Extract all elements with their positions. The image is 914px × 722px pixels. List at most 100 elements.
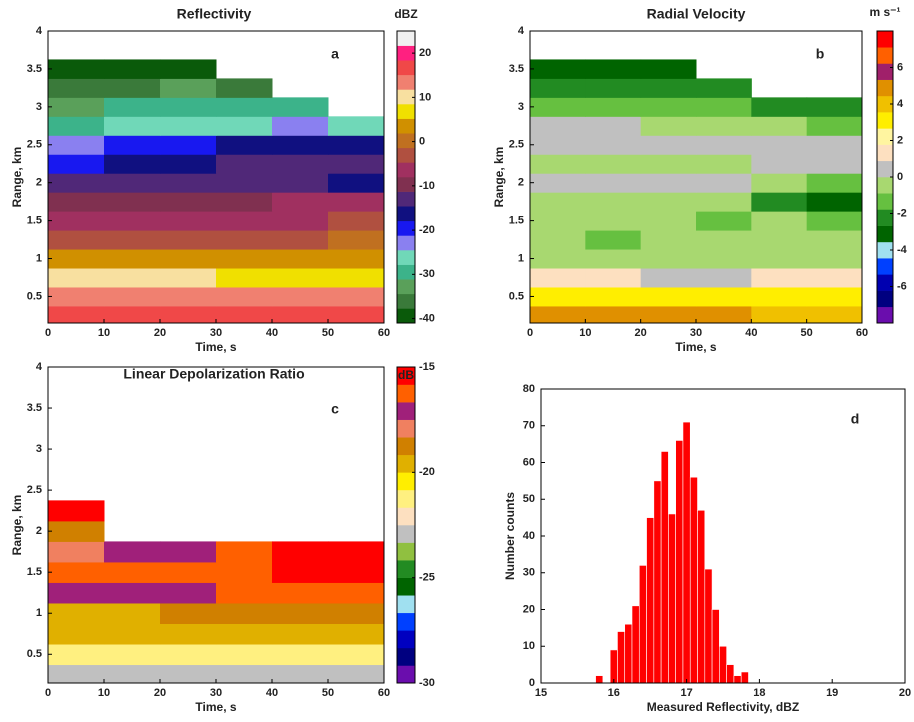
histogram-bar (726, 664, 735, 684)
colorbar-swatch (397, 45, 415, 61)
field-cell (328, 623, 385, 645)
x-tick-label: 50 (322, 327, 334, 339)
field-cell (216, 286, 273, 307)
field-cell (104, 135, 161, 155)
colorbar-tick-label: 6 (897, 61, 903, 73)
field-cell (272, 154, 329, 174)
colorbar-swatch (397, 118, 415, 134)
x-tick-label: 20 (635, 327, 647, 339)
colorbar-swatch (397, 542, 415, 561)
colorbar-swatch (877, 63, 893, 80)
field-cell (530, 116, 586, 136)
colorbar-swatch (397, 279, 415, 295)
field-cell (640, 135, 697, 155)
field-cell (48, 173, 105, 193)
field-cell (328, 582, 385, 604)
field-cell (585, 154, 642, 174)
histogram-bar (668, 513, 676, 684)
field-cell (640, 230, 697, 250)
field-cell (585, 230, 642, 250)
field-cell (806, 211, 863, 231)
colorbar-swatch (877, 128, 893, 145)
field-cell (104, 116, 161, 136)
y-tick-label: 1 (518, 252, 524, 264)
field-cell (640, 97, 697, 117)
field-cell (328, 173, 385, 193)
field-cell (160, 541, 217, 563)
colorbar-swatch (397, 489, 415, 508)
field-cell (160, 268, 217, 288)
colorbar-swatch (877, 258, 893, 275)
field-cell (104, 59, 161, 79)
colorbar-swatch (877, 95, 893, 113)
field-cell (160, 173, 217, 193)
x-tick-label: 60 (378, 327, 390, 339)
colorbar-swatch (877, 193, 893, 210)
y-tick-label: 10 (523, 640, 535, 652)
field-cell (160, 602, 217, 624)
field-cell (104, 305, 161, 324)
x-tick-label: 30 (210, 327, 222, 339)
colorbar-swatch (397, 402, 415, 420)
colorbar-swatch (397, 206, 415, 222)
field-cell (216, 602, 273, 624)
field-cell (696, 173, 752, 193)
field-cell (640, 192, 697, 212)
colorbar-tick-label: 2 (897, 134, 903, 146)
field-cell (216, 154, 273, 174)
x-tick-label: 50 (322, 687, 334, 699)
y-tick-label: 4 (36, 25, 43, 37)
histogram-bar (631, 605, 640, 684)
field-cell (48, 582, 105, 604)
colorbar-swatch (397, 60, 415, 76)
panel-title: Linear Depolarization Ratio (123, 366, 304, 382)
histogram-bar (660, 451, 669, 684)
field-cell (328, 249, 385, 269)
histogram-bar (689, 476, 698, 684)
colorbar-tick-label: 20 (419, 47, 431, 59)
field-cell (272, 211, 329, 231)
y-tick-label: 2 (36, 177, 42, 189)
field-cell (48, 305, 105, 324)
y-tick-label: 4 (36, 361, 43, 373)
field-cell (640, 173, 697, 193)
field-cell (585, 97, 642, 117)
field-cell (328, 192, 385, 212)
field-cell (640, 286, 697, 307)
histogram-bar (624, 623, 633, 684)
field-cell (530, 154, 586, 174)
field-cell (104, 602, 161, 624)
field-cell (160, 211, 217, 231)
x-tick-label: 10 (98, 327, 110, 339)
field-cell (751, 268, 808, 288)
colorbar-swatch (877, 79, 893, 97)
field-cell (640, 154, 697, 174)
x-tick-label: 40 (266, 687, 278, 699)
y-axis-label: Range, km (10, 147, 24, 208)
colorbar-label: dBZ (394, 7, 417, 21)
colorbar-swatch (397, 250, 415, 265)
field-cell (216, 116, 273, 136)
y-tick-label: 2.5 (27, 484, 42, 496)
field-cell (104, 154, 161, 174)
field-cell (696, 116, 752, 136)
colorbar-swatch (877, 209, 893, 226)
field-cell (104, 78, 161, 98)
histogram-bar (595, 675, 604, 684)
colorbar-swatch (877, 274, 893, 291)
colorbar-swatch (877, 225, 893, 243)
field-cell (585, 305, 642, 324)
field-cell (104, 561, 161, 583)
colorbar-tick-label: -20 (419, 466, 435, 478)
colorbar-swatch (397, 367, 415, 385)
field-cell (160, 154, 217, 174)
colorbar-swatch (877, 177, 893, 194)
colorbar-swatch (397, 104, 415, 119)
field-cell (585, 192, 642, 212)
field-cell (272, 602, 329, 624)
y-tick-label: 4 (518, 25, 525, 37)
colorbar-swatch (397, 308, 415, 324)
field-cell (216, 249, 273, 269)
x-tick-label: 50 (801, 327, 813, 339)
y-axis-label: Range, km (492, 147, 506, 208)
